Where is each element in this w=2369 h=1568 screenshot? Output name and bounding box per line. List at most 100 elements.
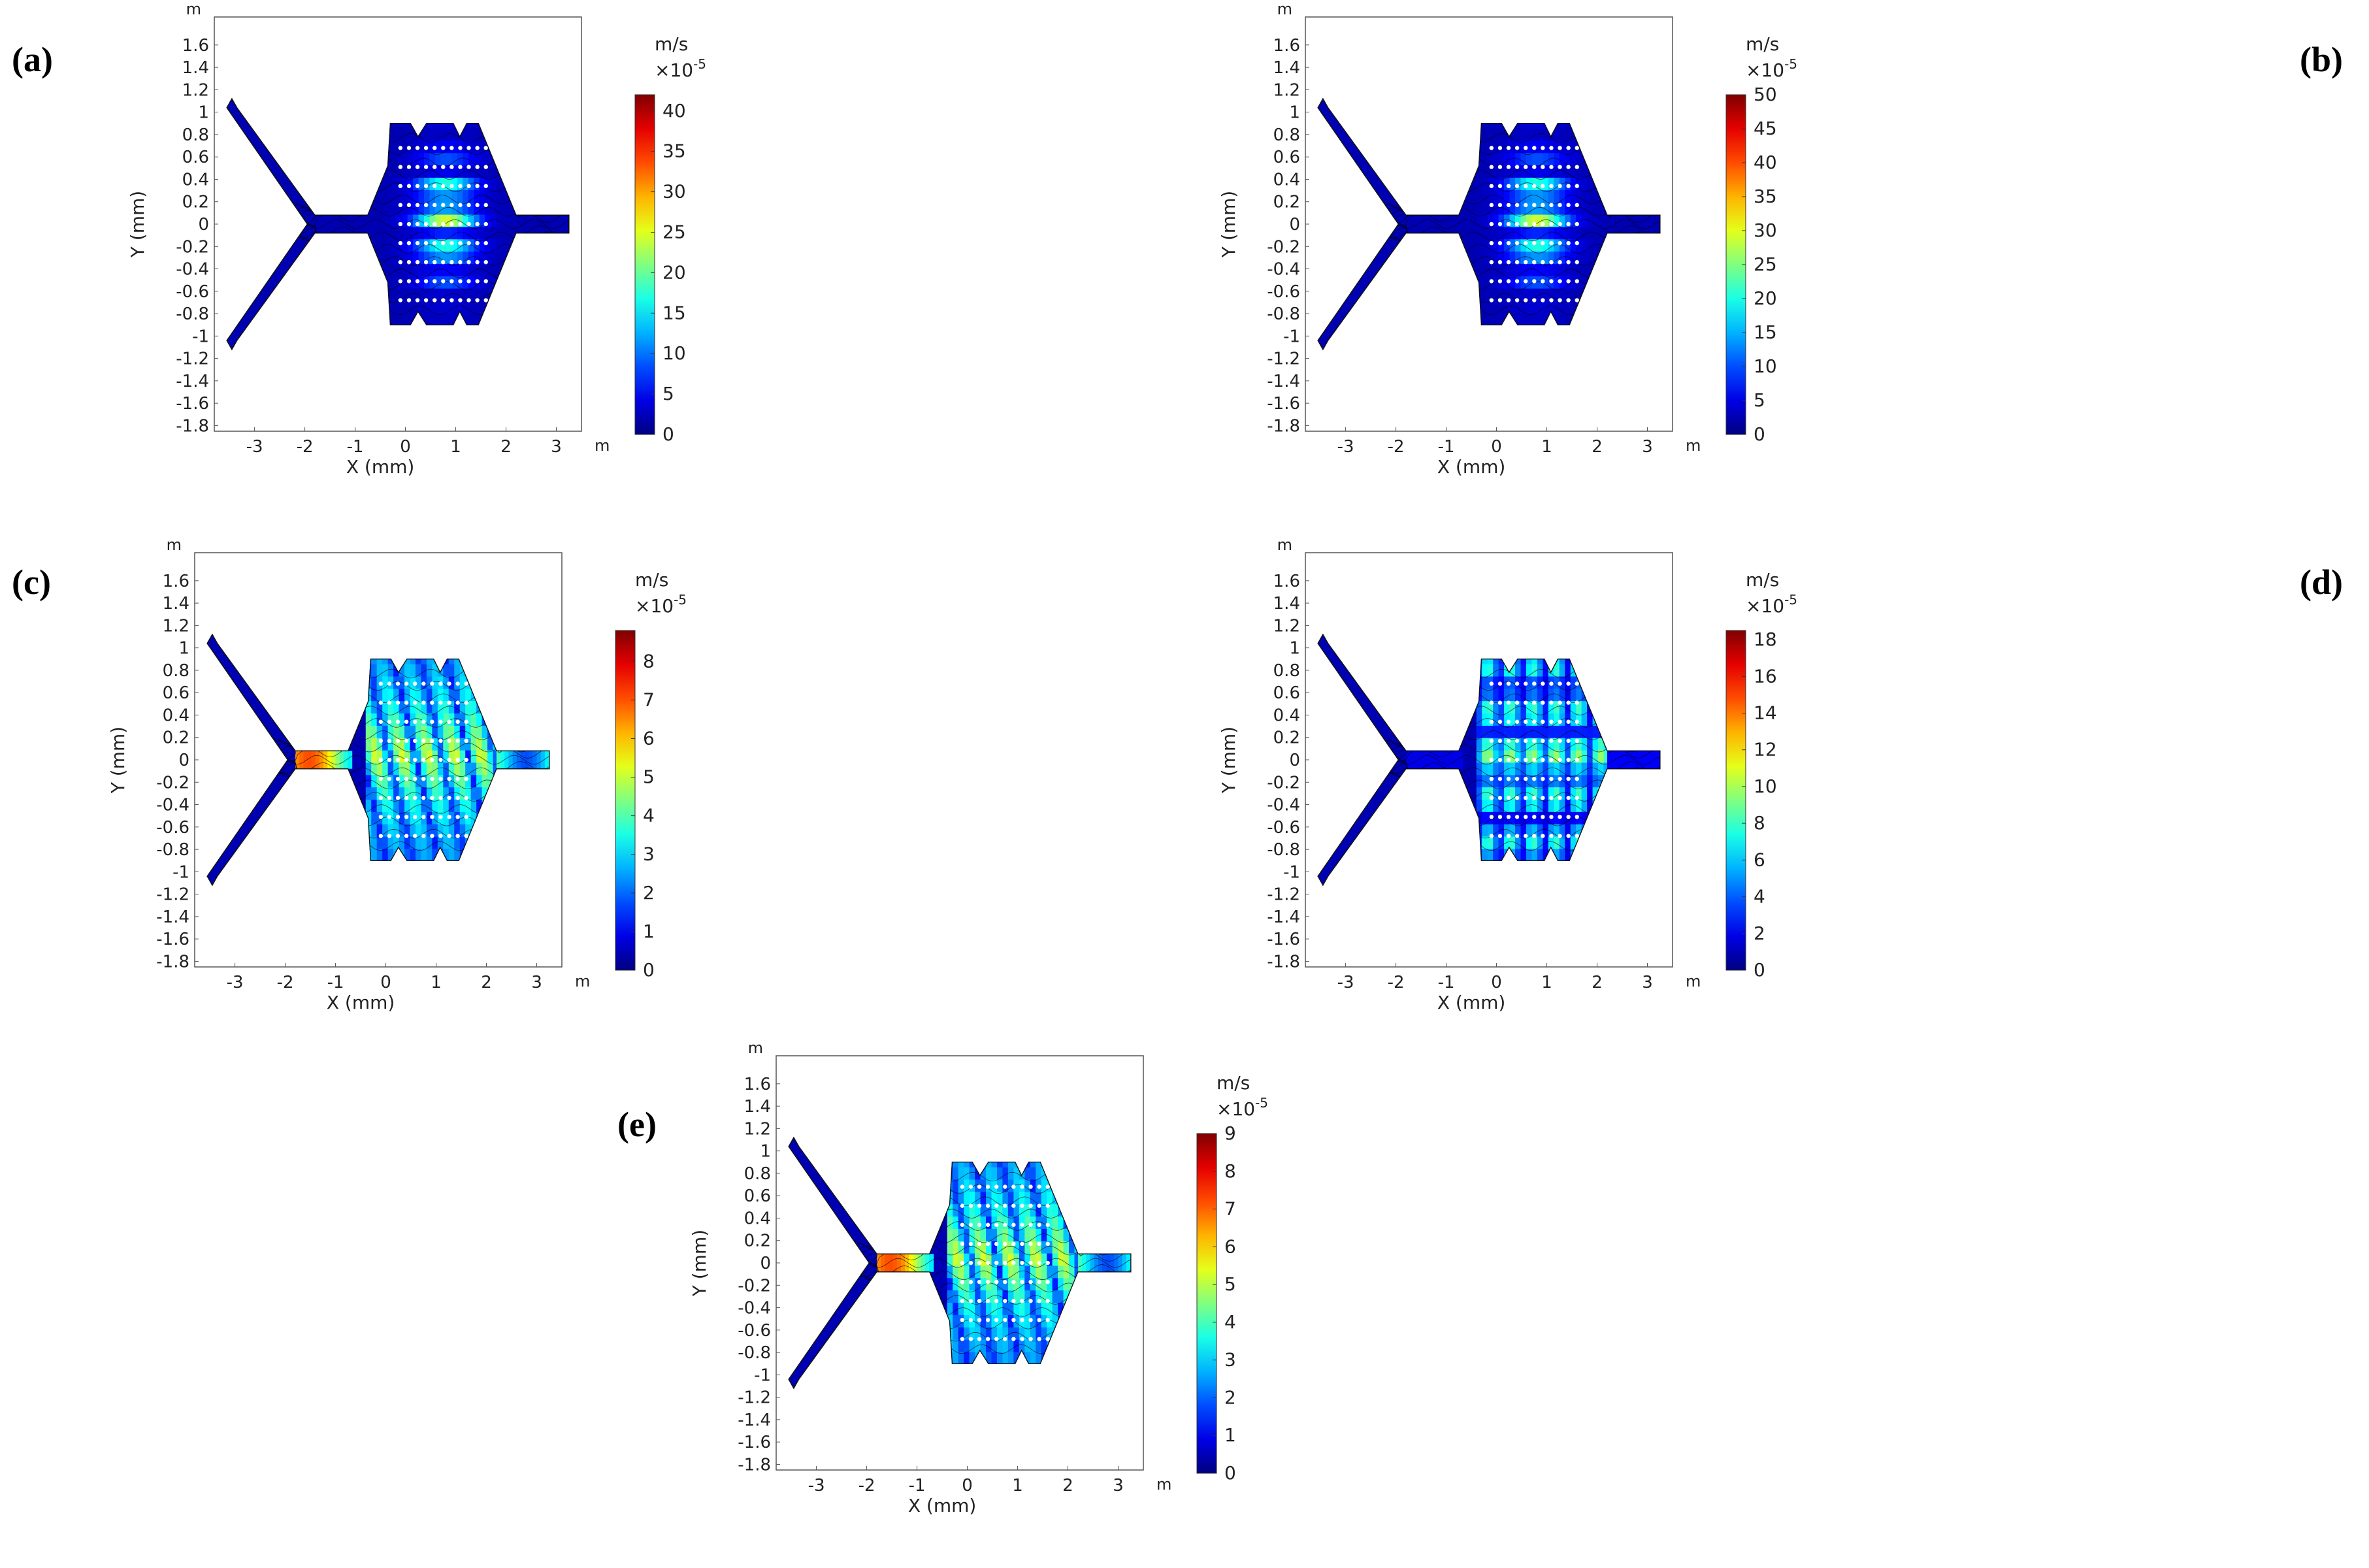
field-cell — [459, 700, 466, 714]
field-cell — [947, 1314, 954, 1328]
field-cell — [1543, 263, 1549, 276]
field-cell — [1509, 725, 1516, 738]
pillar — [1524, 203, 1528, 208]
pillar — [1541, 279, 1545, 284]
field-cell — [432, 823, 438, 837]
field-cell — [474, 287, 480, 301]
field-cell — [1548, 300, 1555, 314]
colorbar-tick-label: 8 — [1754, 812, 1765, 834]
field-cell — [1024, 1314, 1031, 1328]
field-cell — [1030, 1314, 1037, 1328]
field-cell — [476, 713, 483, 726]
y-tick-label: 1.6 — [182, 36, 209, 56]
field-cell — [1498, 737, 1505, 751]
pillar — [1566, 184, 1571, 188]
y-tick-label: -1.8 — [1267, 952, 1300, 972]
field-cell — [454, 823, 461, 837]
field-cell — [1515, 700, 1522, 714]
pillar — [1514, 834, 1520, 838]
field-cell — [1041, 1216, 1048, 1229]
field-cell — [947, 1252, 954, 1266]
x-tick-label: -1 — [1438, 973, 1455, 992]
field-cell — [1019, 1191, 1026, 1205]
field-cell — [1537, 713, 1544, 726]
field-cell — [385, 214, 392, 227]
field-cell — [975, 1326, 981, 1340]
plot-svg: -3 -2 -1 0 1 2 31.61.41.210.80.60.40.20-0.2-0.… — [1218, 0, 1797, 478]
field-cell — [953, 1166, 959, 1180]
pillar — [1524, 298, 1528, 302]
field-cell — [1074, 1252, 1081, 1266]
field-cell — [892, 1254, 898, 1272]
y-axis-label: Y (mm) — [689, 1230, 710, 1297]
field-cell — [1631, 751, 1637, 769]
colorbar-scale-label: ×10-5 — [655, 56, 706, 81]
pillar — [1558, 260, 1562, 265]
field-cell — [424, 214, 431, 227]
pillar — [413, 796, 417, 800]
field-cell — [413, 238, 419, 252]
pillar — [1514, 776, 1520, 781]
pillar — [1575, 165, 1579, 169]
y-tick-label: -0.6 — [156, 818, 189, 838]
field-cell — [1554, 251, 1560, 264]
field-cell — [1504, 787, 1511, 800]
field-cell — [399, 836, 406, 849]
field-cell — [1543, 713, 1549, 726]
field-cell — [947, 1265, 954, 1279]
field-cell — [385, 189, 392, 203]
field-cell — [1036, 1252, 1042, 1266]
field-cell — [1013, 1179, 1020, 1192]
field-cell — [421, 688, 427, 702]
field-cell — [1498, 836, 1505, 849]
field-cell — [1515, 165, 1522, 178]
field-cell — [969, 1228, 976, 1241]
field-cell — [1504, 201, 1511, 215]
pillar — [1541, 796, 1545, 800]
colorbar-tick-label: 4 — [643, 805, 655, 826]
field-cell — [1526, 762, 1533, 776]
pillar — [441, 298, 446, 302]
field-cell — [1019, 1290, 1026, 1303]
pillar — [398, 184, 403, 188]
panel-label-c: (c) — [12, 563, 51, 602]
pillar — [413, 757, 417, 762]
field-cell — [429, 226, 436, 240]
pillar — [960, 1184, 965, 1189]
field-cell — [1036, 1326, 1042, 1340]
pillar — [1532, 298, 1537, 302]
field-cell — [448, 749, 455, 763]
colorbar-tick-label: 30 — [662, 181, 686, 203]
pillar — [977, 1337, 982, 1341]
pillar — [447, 681, 451, 686]
y-tick-label: 0.8 — [1273, 661, 1300, 681]
field-cell — [496, 201, 502, 215]
pillar — [458, 240, 463, 246]
pillar — [404, 757, 409, 762]
field-cell — [465, 713, 472, 726]
field-cell — [991, 1252, 998, 1266]
field-cell — [1476, 713, 1483, 726]
pillar — [1575, 757, 1579, 762]
field-cell — [415, 811, 422, 825]
y-tick-label: 1.4 — [1273, 58, 1300, 78]
pillar — [395, 834, 400, 838]
field-cell — [443, 836, 449, 849]
pillar — [1489, 796, 1494, 800]
field-cell — [1052, 1301, 1059, 1315]
field-cell — [402, 251, 408, 264]
field-cell — [418, 177, 425, 190]
pillar — [423, 279, 429, 284]
field-cell — [1615, 751, 1620, 769]
field-cell — [1537, 848, 1544, 862]
pillar — [1514, 815, 1520, 819]
pillar — [423, 203, 429, 208]
field-cell — [474, 300, 480, 314]
field-cell — [986, 1339, 992, 1352]
field-cell — [432, 848, 438, 862]
field-cell — [544, 751, 549, 769]
field-cell — [459, 836, 466, 849]
field-cell — [1570, 165, 1577, 178]
field-cell — [429, 127, 436, 141]
field-cell — [1603, 749, 1610, 763]
